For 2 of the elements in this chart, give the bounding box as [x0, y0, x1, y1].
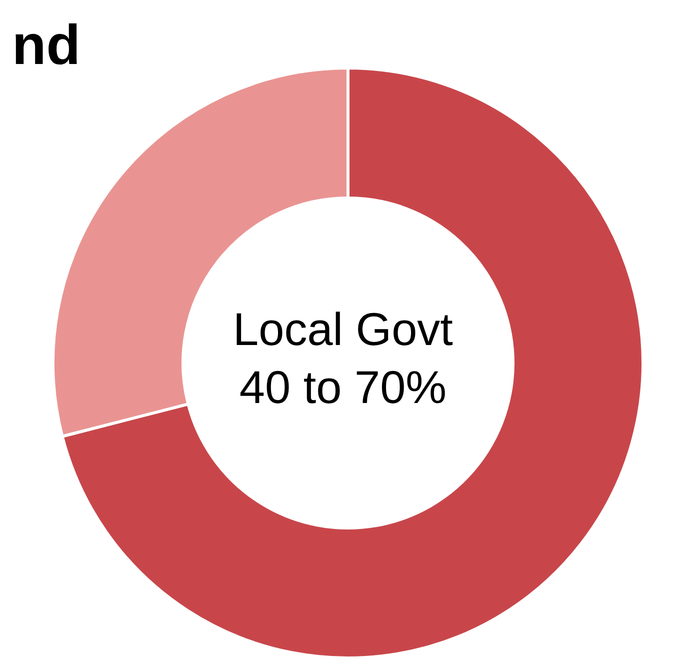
- text: Local Govt 40 to 70%: [233, 303, 454, 413]
- chart-title: nd: [12, 12, 80, 77]
